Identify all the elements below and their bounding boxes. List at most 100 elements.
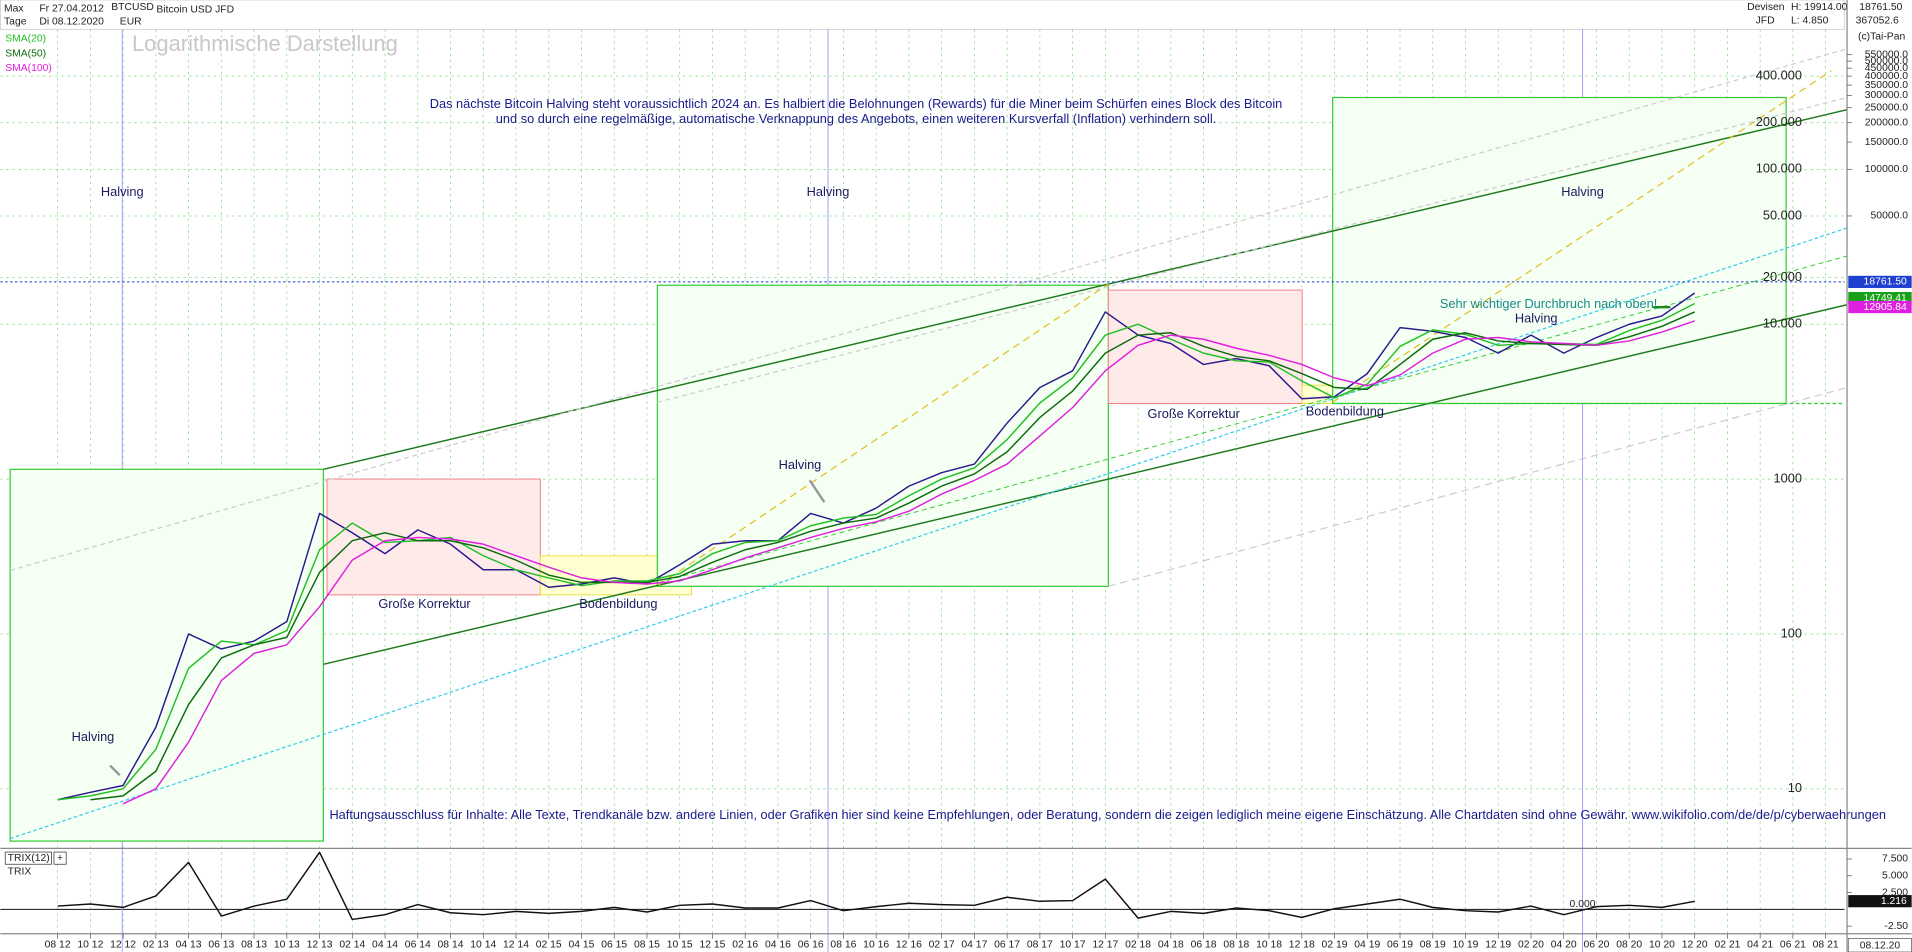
broker: JFD [1756,15,1775,26]
bottom-label: Bodenbildung [1306,403,1384,418]
trend-line [658,255,1848,584]
x-tick-label: 12 20 [1682,939,1708,950]
add-button-icon: + [57,853,63,864]
x-tick-label: 08 21 [1813,939,1839,950]
zero-label: 0.000 [1570,899,1596,910]
y-tick-label: 10.000 [1763,316,1802,331]
y-tick-label: 50000.0 [1871,211,1909,222]
halving-label: Halving [72,729,115,744]
halving-label: Halving [101,184,144,199]
x-tick-label: 02 19 [1322,939,1348,950]
x-tick-label: 10 16 [863,939,889,950]
x-tick-label: 06 20 [1583,939,1609,950]
trend-line [9,48,1848,572]
x-tick-label: 02 14 [339,939,365,950]
halving-label: Halving [1515,311,1558,326]
series-line [90,311,1695,801]
x-tick-label: 12 14 [503,939,529,950]
y-tick-label: 450000.0 [1865,63,1908,74]
currency: EUR [120,17,142,28]
current-date: 08.12.20 [1860,941,1901,952]
low: L: 4.850 [1791,15,1829,26]
series-line [57,851,1695,921]
interval[interactable]: Tage [4,17,27,28]
x-tick-label: 12 15 [699,939,725,950]
x-tick-label: 08 15 [634,939,660,950]
last-value-label: 1.216 [1881,896,1907,907]
x-tick-label: 10 20 [1649,939,1675,950]
y-tick-label: 400000.0 [1865,71,1908,82]
x-tick-label: 04 19 [1354,939,1380,950]
x-tick-label: 04 20 [1551,939,1577,950]
high: H: 19914.00 [1791,2,1848,13]
arrow [808,479,826,503]
y-tick-label: 1000 [1774,470,1802,485]
x-tick-label: 10 17 [1060,939,1086,950]
x-tick-label: 04 16 [765,939,791,950]
x-tick-label: 08 14 [438,939,464,950]
x-tick-label: 08 16 [830,939,856,950]
y-tick-label: 2.500 [1882,887,1908,898]
last-value-label: 18761.50 [1864,277,1907,288]
trix-legend: TRIX(12) [8,853,50,864]
add-button[interactable] [53,851,67,865]
y-tick-label: 100.000 [1756,161,1802,176]
last-value-box [1848,895,1912,908]
legend-entry: SMA(20) [5,34,46,45]
x-tick-label: 04 14 [372,939,398,950]
series-line [57,292,1696,801]
y-tick-label: 50.000 [1763,207,1802,222]
trix-title: TRIX [8,866,32,877]
x-tick-label: 02 21 [1714,939,1740,950]
x-tick-label: 10 15 [667,939,693,950]
y-tick-label: 400.000 [1756,67,1802,82]
x-tick-label: 02 13 [143,939,169,950]
x-tick-label: 02 17 [929,939,955,950]
symbol: BTCUSD [111,2,154,13]
x-tick-label: 04 17 [961,939,987,950]
x-tick-label: 06 16 [798,939,824,950]
series-line [57,302,1696,801]
instrument: Bitcoin USD JFD [156,4,234,15]
halving-label: Halving [779,457,822,472]
market: Devisen [1747,2,1785,13]
y-tick-label: 100 [1781,625,1802,640]
note: und so durch eine regelmäßige, automatis… [496,111,1216,126]
x-tick-label: 06 21 [1780,939,1806,950]
series-line [122,320,1695,805]
x-tick-label: 02 15 [536,939,562,950]
disclaimer: Haftungsausschluss für Inhalte: Alle Tex… [329,807,1885,822]
x-tick-label: 06 18 [1191,939,1217,950]
x-tick-label: 10 18 [1256,939,1282,950]
last-value-label: 12905.84 [1864,302,1907,313]
range[interactable]: Max [4,3,24,14]
x-tick-label: 02 20 [1518,939,1544,950]
box [1332,96,1787,405]
trix-badge[interactable] [4,851,52,865]
y-tick-label: 550000.0 [1865,49,1908,60]
y-tick-label: 200000.0 [1865,117,1908,128]
copyright: (c)Tai-Pan [1858,31,1905,42]
x-tick-label: 04 21 [1747,939,1773,950]
last-value-box [1848,275,1912,288]
subtitle: Logarithmische Darstellung [132,31,398,56]
x-tick-label: 06 14 [405,939,431,950]
y-tick-label: 5.000 [1882,871,1908,882]
x-tick-label: 08 18 [1223,939,1249,950]
y-tick-label: 20.000 [1763,269,1802,284]
breakout-label: Sehr wichtiger Durchbruch nach oben! [1440,296,1657,311]
x-tick-label: 08 12 [45,939,71,950]
price: 18761.50 [1859,2,1902,13]
y-tick-label: 300000.0 [1865,90,1908,101]
x-tick-label: 04 15 [569,939,595,950]
y-tick-label: 7.500 [1882,854,1908,865]
x-tick-label: 06 13 [208,939,234,950]
x-tick-label: 02 18 [1125,939,1151,950]
y-tick-label: 10 [1788,780,1802,795]
x-tick-label: 08 19 [1420,939,1446,950]
x-tick-label: 12 18 [1289,939,1315,950]
y-tick-label: 150000.0 [1865,137,1908,148]
x-tick-label: 12 17 [1092,939,1118,950]
x-tick-label: 08 17 [1027,939,1053,950]
